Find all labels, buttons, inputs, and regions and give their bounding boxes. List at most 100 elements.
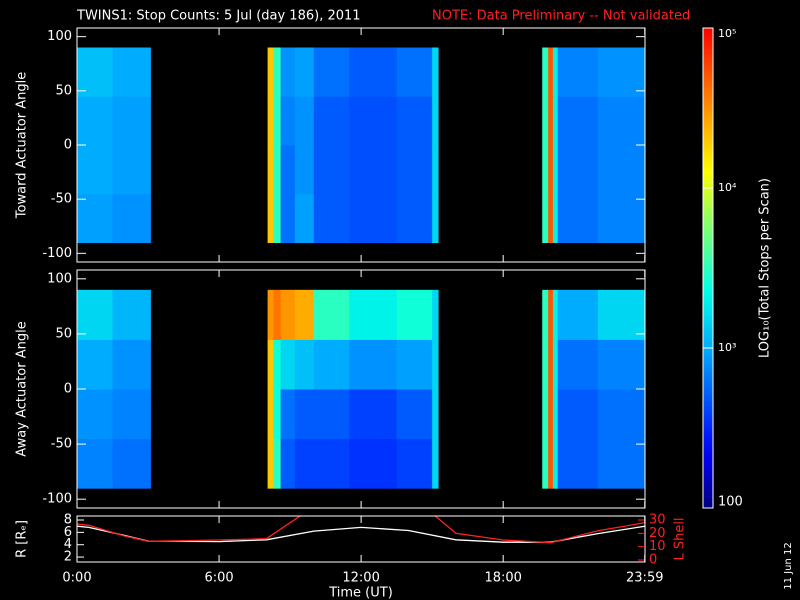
heatmap-cell <box>552 145 559 195</box>
heatmap-cell <box>552 389 559 440</box>
heatmap-cell <box>280 339 296 390</box>
heatmap-cell <box>557 339 599 390</box>
heatmap-cell <box>597 339 646 390</box>
colorbar-tick-label: 10⁴ <box>718 181 737 194</box>
heatmap-cell <box>597 289 646 340</box>
heatmap-cell <box>542 193 549 243</box>
heatmap-cell <box>112 47 151 97</box>
heatmap-cell <box>112 145 151 195</box>
heatmap-cell <box>313 145 350 195</box>
heatmap-cell <box>294 389 315 440</box>
y-tick-label: 0 <box>64 138 72 153</box>
heatmap-cell <box>552 438 559 489</box>
y-tick-label: 100 <box>47 29 72 44</box>
heatmap-cell <box>313 47 350 97</box>
heatmap-cell <box>396 339 433 390</box>
heatmap-cell <box>552 289 559 340</box>
heatmap-cell <box>267 145 275 195</box>
heatmap-cell <box>77 389 114 440</box>
heatmap-cell <box>542 438 549 489</box>
heatmap-cell <box>280 47 296 97</box>
heatmap-cell <box>552 47 559 97</box>
heatmap-cell <box>349 438 398 489</box>
heatmap-cell <box>273 389 282 440</box>
heatmap-cell <box>313 289 350 340</box>
heatmap-cell <box>432 145 439 195</box>
heatmap-cell <box>280 389 296 440</box>
colorbar-tick-label: 10⁵ <box>718 27 736 40</box>
heatmap-cell <box>557 96 599 146</box>
y-tick-label: 2 <box>64 550 72 565</box>
heatmap-cell <box>273 96 282 146</box>
colorbar-tick-label: 100 <box>718 495 743 510</box>
heatmap-cell <box>313 389 350 440</box>
chart-title: TWINS1: Stop Counts: 5 Jul (day 186), 20… <box>76 9 361 24</box>
heatmap-cell <box>552 193 559 243</box>
heatmap-cell <box>112 193 151 243</box>
heatmap-cell <box>548 339 554 390</box>
y-tick-label: 6 <box>64 525 72 540</box>
y-axis-label: Toward Actuator Angle <box>15 72 30 219</box>
heatmap-cell <box>597 193 646 243</box>
x-tick-label: 12:00 <box>342 571 379 586</box>
heatmap-cell <box>313 339 350 390</box>
heatmap-cell <box>557 193 599 243</box>
heatmap-cell <box>597 389 646 440</box>
heatmap-cell <box>597 438 646 489</box>
heatmap-cell <box>112 289 151 340</box>
y-axis-label: R [Rₑ] <box>15 520 30 558</box>
heatmap-cell <box>552 339 559 390</box>
heatmap-cell <box>273 193 282 243</box>
heatmap-cell <box>432 339 439 390</box>
heatmap-cell <box>280 96 296 146</box>
heatmap-cell <box>112 96 151 146</box>
heatmap-cell <box>542 289 549 340</box>
y-tick-label: -50 <box>51 192 72 207</box>
heatmap-cell <box>294 47 315 97</box>
heatmap-cell <box>557 438 599 489</box>
heatmap-cell <box>349 289 398 340</box>
y-tick-label: 4 <box>64 537 72 552</box>
heatmap-cell <box>432 389 439 440</box>
y-tick-label: 8 <box>64 513 72 528</box>
heatmap-cell <box>552 96 559 146</box>
heatmap-cell <box>273 47 282 97</box>
x-tick-label: 0:00 <box>62 571 91 586</box>
heatmap-cell <box>294 193 315 243</box>
y-tick-label: -50 <box>51 437 72 452</box>
heatmap-cell <box>432 289 439 340</box>
x-tick-label: 23:59 <box>626 571 663 586</box>
heatmap-cell <box>542 96 549 146</box>
heatmap-cell <box>267 289 275 340</box>
y2-tick-label: 10 <box>649 539 666 554</box>
heatmap-cell <box>349 96 398 146</box>
heatmap-cell <box>77 289 114 340</box>
heatmap-cell <box>280 145 296 195</box>
heatmap-cell <box>294 438 315 489</box>
y2-tick-label: 20 <box>649 526 666 541</box>
y-tick-label: 50 <box>55 326 72 341</box>
y2-axis-label: L Shell <box>673 517 688 560</box>
heatmap-cell <box>432 193 439 243</box>
heatmap-cell <box>396 193 433 243</box>
y2-tick-label: 0 <box>649 553 657 568</box>
heatmap-cell <box>294 339 315 390</box>
heatmap-cell <box>542 339 549 390</box>
y-tick-label: 50 <box>55 83 72 98</box>
colorbar <box>702 27 714 509</box>
heatmap-cell <box>396 145 433 195</box>
heatmap-cell <box>396 389 433 440</box>
heatmap-cell <box>396 47 433 97</box>
heatmap-cell <box>77 96 114 146</box>
heatmap-cell <box>267 47 275 97</box>
heatmap-cell <box>273 339 282 390</box>
series-line <box>77 516 645 544</box>
heatmap-cell <box>280 438 296 489</box>
heatmap-cell <box>349 339 398 390</box>
heatmap-cell <box>77 145 114 195</box>
y-tick-label: 100 <box>47 271 72 286</box>
heatmap-cell <box>313 438 350 489</box>
heatmap-cell <box>557 389 599 440</box>
heatmap-cell <box>548 47 554 97</box>
